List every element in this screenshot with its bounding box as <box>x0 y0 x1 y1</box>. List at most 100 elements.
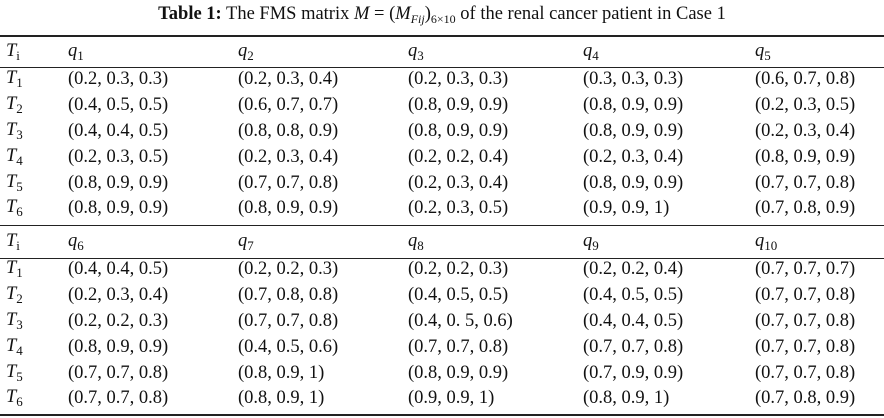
matrix-cell: (0.8, 0.9, 0.9) <box>583 172 684 193</box>
table-row: T6 (0.7, 0.7, 0.8) (0.8, 0.9, 1) (0.9, 0.9,… <box>0 386 884 412</box>
matrix-cell: (0.4, 0.5, 0.5) <box>408 285 509 306</box>
matrix-cell: (0.2, 0.3, 0.5) <box>408 198 509 219</box>
table-row: T3 (0.2, 0.2, 0.3) (0.7, 0.7, 0.8) (0.4, 0.… <box>0 309 884 335</box>
column-header-q2: q2 <box>238 40 254 63</box>
mid-rule <box>0 225 884 226</box>
row-label: T5 <box>6 171 23 194</box>
matrix-cell: (0.8, 0.9, 1) <box>238 362 325 383</box>
matrix-block-2: Ti q6 q7 q8 q9 q10 T1 (0.4, 0.4, 0.5) (0.2, 0.2,… <box>0 227 884 412</box>
row-label: T1 <box>6 68 23 91</box>
matrix-cell: (0.8, 0.9, 0.9) <box>583 120 684 141</box>
column-header-q4: q4 <box>583 40 599 63</box>
matrix-cell: (0.2, 0.3, 0.5) <box>68 146 169 167</box>
matrix-cell: (0.2, 0.3, 0.4) <box>238 69 339 90</box>
row-label: T4 <box>6 145 23 168</box>
matrix-cell: (0.7, 0.7, 0.8) <box>408 336 509 357</box>
table-row: T6 (0.8, 0.9, 0.9) (0.8, 0.9, 0.9) (0.2, 0.… <box>0 196 884 222</box>
matrix-cell: (0.8, 0.9, 0.9) <box>408 120 509 141</box>
matrix-cell: (0.6, 0.7, 0.8) <box>755 69 856 90</box>
matrix-cell: (0.9, 0.9, 1) <box>408 388 495 409</box>
matrix-cell: (0.7, 0.7, 0.8) <box>238 310 339 331</box>
table-caption: Table 1: The FMS matrix M = (MFij)6×10 o… <box>158 4 726 26</box>
matrix-cell: (0.7, 0.7, 0.8) <box>583 336 684 357</box>
matrix-cell: (0.2, 0.2, 0.4) <box>408 146 509 167</box>
row-label: T4 <box>6 335 23 358</box>
matrix-cell: (0.7, 0.8, 0.9) <box>755 388 856 409</box>
matrix-cell: (0.2, 0.3, 0.4) <box>238 146 339 167</box>
matrix-cell: (0.8, 0.9, 1) <box>583 388 670 409</box>
matrix-cell: (0.8, 0.8, 0.9) <box>238 120 339 141</box>
row-label: T6 <box>6 197 23 220</box>
matrix-cell: (0.7, 0.7, 0.8) <box>68 362 169 383</box>
row-label: T1 <box>6 258 23 281</box>
row-label: T2 <box>6 284 23 307</box>
header-rule-1 <box>0 67 884 68</box>
matrix-cell: (0.2, 0.2, 0.3) <box>238 259 339 280</box>
row-label: T2 <box>6 94 23 117</box>
matrix-cell: (0.7, 0.7, 0.8) <box>755 362 856 383</box>
matrix-cell: (0.8, 0.9, 0.9) <box>68 336 169 357</box>
row-label: T6 <box>6 387 23 410</box>
matrix-cell: (0.4, 0.5, 0.5) <box>583 285 684 306</box>
table-row: T2 (0.2, 0.3, 0.4) (0.7, 0.8, 0.8) (0.4, 0.… <box>0 283 884 309</box>
header-row: Ti q6 q7 q8 q9 q10 <box>0 227 884 257</box>
table-row: T1 (0.2, 0.3, 0.3) (0.2, 0.3, 0.4) (0.2, 0.… <box>0 67 884 93</box>
matrix-cell: (0.7, 0.7, 0.8) <box>755 336 856 357</box>
matrix-cell: (0.2, 0.2, 0.3) <box>408 259 509 280</box>
matrix-cell: (0.2, 0.3, 0.3) <box>408 69 509 90</box>
matrix-cell: (0.2, 0.2, 0.4) <box>583 259 684 280</box>
column-header-q3: q3 <box>408 40 424 63</box>
matrix-cell: (0.8, 0.9, 0.9) <box>238 198 339 219</box>
row-label: T3 <box>6 119 23 142</box>
matrix-cell: (0.7, 0.7, 0.8) <box>755 310 856 331</box>
matrix-cell: (0.8, 0.9, 0.9) <box>68 172 169 193</box>
matrix-cell: (0.8, 0.9, 0.9) <box>583 95 684 116</box>
table-row: T4 (0.8, 0.9, 0.9) (0.4, 0.5, 0.6) (0.7, 0.… <box>0 334 884 360</box>
matrix-cell: (0.4, 0. 5, 0.6) <box>408 310 513 331</box>
row-label: T3 <box>6 309 23 332</box>
matrix-cell: (0.7, 0.9, 0.9) <box>583 362 684 383</box>
table-row: T3 (0.4, 0.4, 0.5) (0.8, 0.8, 0.9) (0.8, 0.… <box>0 119 884 145</box>
matrix-cell: (0.7, 0.7, 0.8) <box>755 285 856 306</box>
column-header-q1: q1 <box>68 40 84 63</box>
matrix-cell: (0.7, 0.7, 0.8) <box>238 172 339 193</box>
matrix-cell: (0.3, 0.3, 0.3) <box>583 69 684 90</box>
table-row: T2 (0.4, 0.5, 0.5) (0.6, 0.7, 0.7) (0.8, 0.… <box>0 93 884 119</box>
caption-inner-symbol: M <box>395 4 411 24</box>
matrix-cell: (0.4, 0.5, 0.5) <box>68 95 169 116</box>
matrix-cell: (0.2, 0.3, 0.5) <box>755 95 856 116</box>
matrix-cell: (0.2, 0.3, 0.4) <box>583 146 684 167</box>
bottom-rule <box>0 414 884 416</box>
matrix-cell: (0.2, 0.3, 0.4) <box>755 120 856 141</box>
column-header-q9: q9 <box>583 230 599 253</box>
header-row: Ti q1 q2 q3 q4 q5 <box>0 37 884 67</box>
matrix-cell: (0.4, 0.4, 0.5) <box>583 310 684 331</box>
caption-inner-sub: Fij <box>410 12 425 26</box>
matrix-cell: (0.2, 0.3, 0.4) <box>68 285 169 306</box>
column-header-q6: q6 <box>68 230 84 253</box>
column-header-q5: q5 <box>755 40 771 63</box>
row-header-cell: Ti <box>6 40 20 63</box>
column-header-q10: q10 <box>755 230 778 253</box>
matrix-cell: (0.7, 0.8, 0.9) <box>755 198 856 219</box>
matrix-cell: (0.4, 0.4, 0.5) <box>68 259 169 280</box>
caption-text-after: of the renal cancer patient in Case 1 <box>460 4 726 24</box>
header-rule-2 <box>0 258 884 259</box>
matrix-cell: (0.2, 0.2, 0.3) <box>68 310 169 331</box>
caption-text-before: The FMS matrix <box>226 4 350 24</box>
row-header-cell: Ti <box>6 230 20 253</box>
matrix-cell: (0.8, 0.9, 0.9) <box>755 146 856 167</box>
matrix-cell: (0.6, 0.7, 0.7) <box>238 95 339 116</box>
caption-label: Table 1: <box>158 4 222 24</box>
top-rule <box>0 35 884 37</box>
matrix-cell: (0.4, 0.4, 0.5) <box>68 120 169 141</box>
matrix-cell: (0.7, 0.7, 0.8) <box>755 172 856 193</box>
table-row: T1 (0.4, 0.4, 0.5) (0.2, 0.2, 0.3) (0.2, 0.… <box>0 257 884 283</box>
caption-matrix-symbol: M <box>354 4 370 24</box>
matrix-cell: (0.2, 0.3, 0.4) <box>408 172 509 193</box>
table-row: T4 (0.2, 0.3, 0.5) (0.2, 0.3, 0.4) (0.2, 0.… <box>0 144 884 170</box>
matrix-cell: (0.4, 0.5, 0.6) <box>238 336 339 357</box>
matrix-cell: (0.7, 0.7, 0.8) <box>68 388 169 409</box>
matrix-cell: (0.7, 0.7, 0.7) <box>755 259 856 280</box>
table-row: T5 (0.7, 0.7, 0.8) (0.8, 0.9, 1) (0.8, 0.9,… <box>0 360 884 386</box>
